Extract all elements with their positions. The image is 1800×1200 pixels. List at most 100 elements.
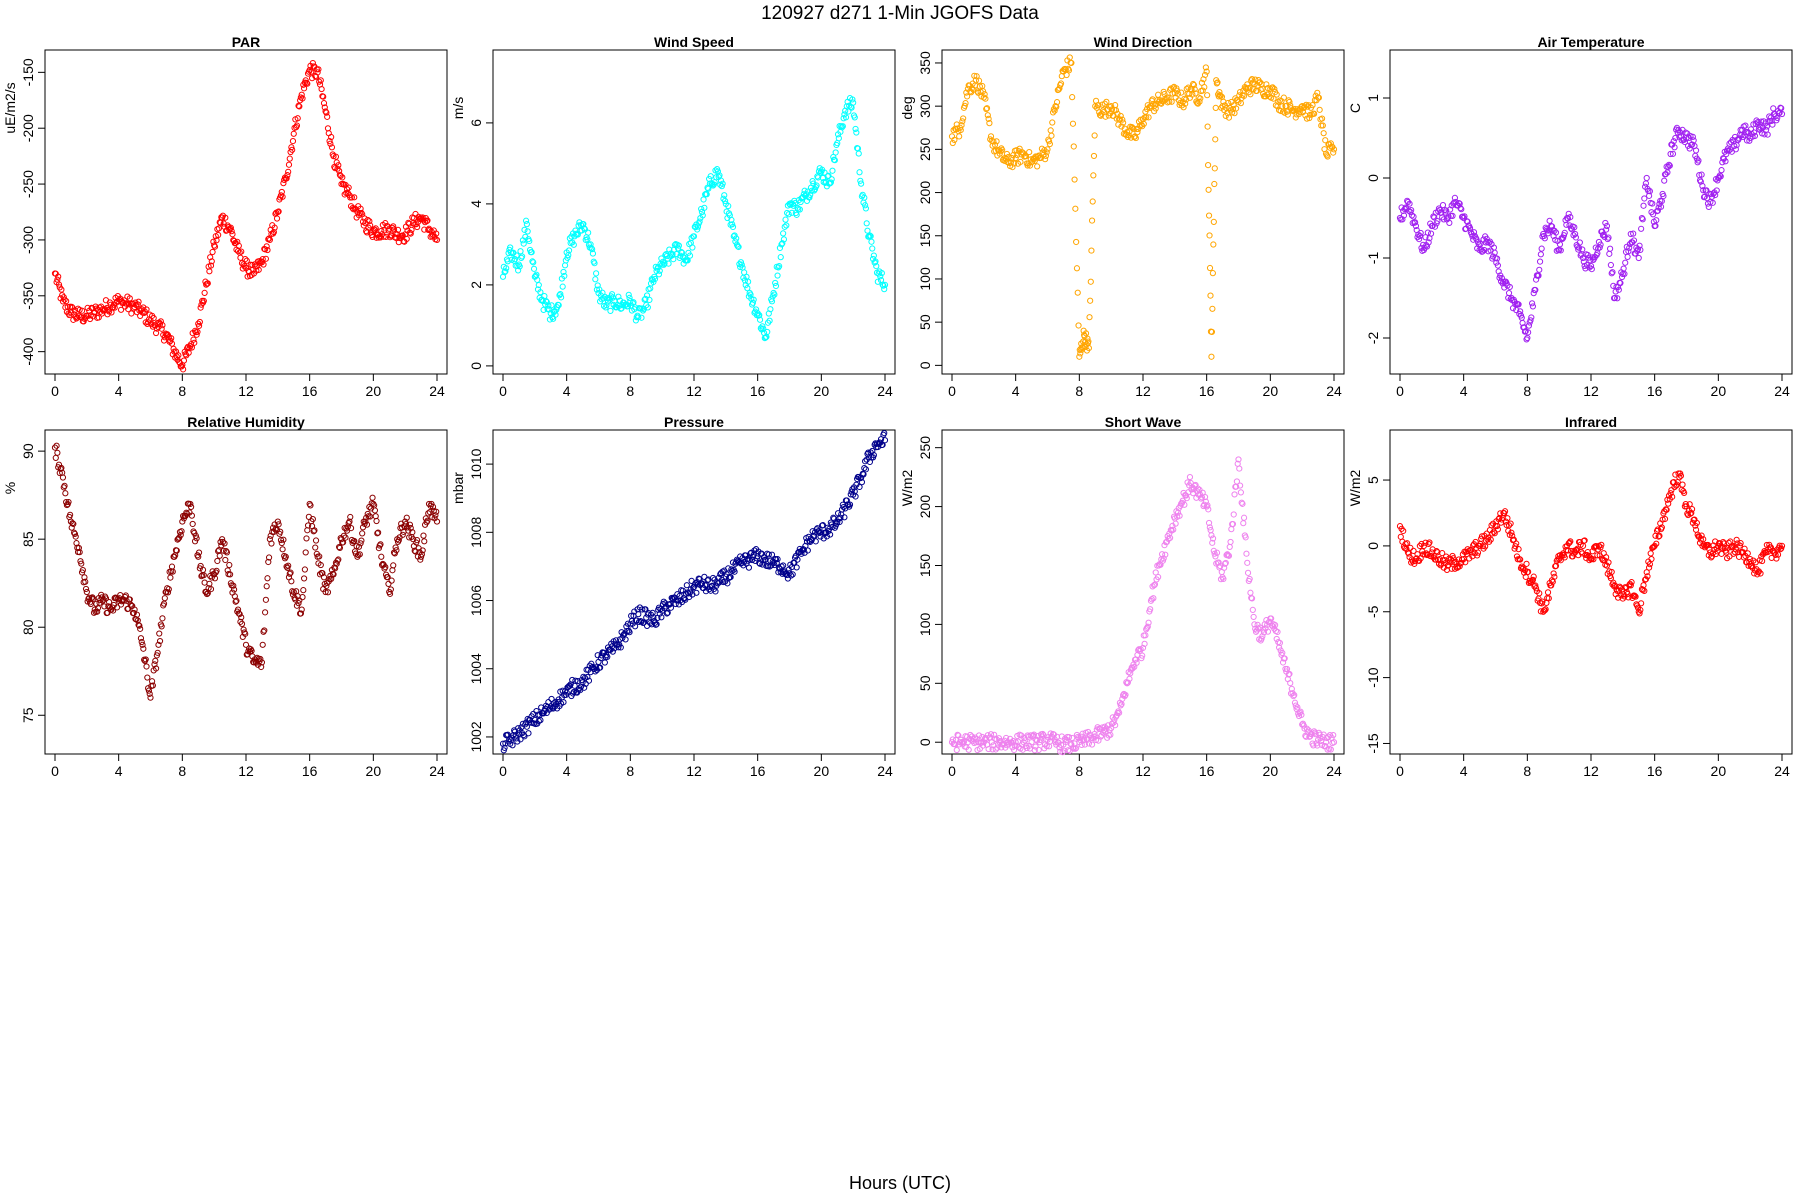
data-point xyxy=(336,543,343,551)
data-point xyxy=(815,168,823,175)
data-point xyxy=(1630,230,1637,237)
data-point xyxy=(1042,152,1050,159)
data-point xyxy=(601,659,608,666)
y-tick-label: 300 xyxy=(917,94,933,118)
data-point xyxy=(1003,150,1011,158)
data-point xyxy=(1212,136,1219,143)
data-point xyxy=(1551,227,1558,234)
data-point xyxy=(1742,122,1749,129)
data-point xyxy=(1222,112,1229,120)
data-point xyxy=(1151,102,1159,109)
data-point xyxy=(79,567,86,574)
data-point xyxy=(1186,473,1194,481)
y-tick-label: 0 xyxy=(917,738,933,746)
data-point xyxy=(59,474,67,481)
data-point xyxy=(1320,130,1327,137)
data-point xyxy=(296,103,303,110)
data-point xyxy=(1086,314,1093,321)
data-point xyxy=(95,314,102,321)
data-point xyxy=(1311,110,1318,117)
data-point xyxy=(1602,219,1609,227)
data-point xyxy=(1129,124,1136,132)
data-point xyxy=(1233,105,1240,112)
data-point xyxy=(432,512,439,519)
data-point xyxy=(189,520,196,528)
data-point xyxy=(1280,94,1287,101)
data-point xyxy=(1643,174,1650,182)
data-point xyxy=(1096,112,1104,119)
data-point xyxy=(1228,526,1235,533)
data-point xyxy=(1279,108,1287,115)
data-point xyxy=(328,144,336,151)
data-point xyxy=(391,550,398,557)
data-point xyxy=(1596,244,1603,251)
data-point xyxy=(324,113,331,120)
data-point xyxy=(277,192,285,199)
data-point xyxy=(845,108,852,115)
data-point xyxy=(1609,269,1616,276)
data-point xyxy=(793,211,800,218)
data-point xyxy=(1662,170,1669,178)
data-point xyxy=(312,544,319,551)
data-point xyxy=(206,580,213,587)
data-point xyxy=(585,229,592,236)
data-point xyxy=(183,509,190,516)
data-point xyxy=(187,500,194,508)
series-points xyxy=(1396,104,1786,343)
data-point xyxy=(279,546,286,553)
data-point xyxy=(797,198,804,206)
data-point xyxy=(1473,236,1480,243)
data-point xyxy=(82,585,90,593)
data-point xyxy=(852,125,859,133)
data-point xyxy=(858,180,865,187)
data-point xyxy=(392,544,399,551)
data-point xyxy=(146,690,153,697)
data-point xyxy=(419,547,426,554)
data-point xyxy=(69,520,76,527)
data-point xyxy=(1725,147,1732,154)
data-point xyxy=(297,610,305,617)
data-point xyxy=(1778,105,1785,112)
data-point xyxy=(200,297,207,305)
data-point xyxy=(696,218,703,225)
data-point xyxy=(1229,105,1237,113)
data-point xyxy=(195,549,203,556)
data-point xyxy=(164,589,172,596)
plot-frame xyxy=(1389,429,1793,755)
data-point xyxy=(418,551,425,558)
data-point xyxy=(1622,259,1629,266)
data-point xyxy=(1048,132,1055,139)
data-point xyxy=(71,529,78,536)
x-tick-label: 16 xyxy=(302,383,318,399)
data-point xyxy=(351,537,358,545)
data-point xyxy=(857,177,864,184)
data-point xyxy=(503,265,510,272)
data-point xyxy=(1611,294,1618,302)
data-point xyxy=(769,293,776,300)
data-point xyxy=(607,307,614,314)
data-point xyxy=(1132,134,1139,142)
data-point xyxy=(1152,105,1159,112)
data-point xyxy=(262,609,269,616)
data-point xyxy=(228,228,235,235)
data-point xyxy=(1494,262,1501,269)
data-point xyxy=(834,140,841,147)
data-point xyxy=(542,298,550,305)
data-point xyxy=(530,259,537,266)
data-point xyxy=(593,270,600,277)
data-point xyxy=(289,146,296,153)
data-point xyxy=(277,536,285,544)
data-point xyxy=(158,325,165,332)
data-point xyxy=(864,227,871,234)
data-point xyxy=(290,130,297,137)
data-point xyxy=(339,174,346,181)
data-point xyxy=(1072,205,1079,212)
data-point xyxy=(612,640,619,647)
data-point xyxy=(689,591,696,598)
data-point xyxy=(1597,241,1604,248)
data-point xyxy=(751,547,758,554)
data-point xyxy=(1206,264,1214,272)
data-point xyxy=(190,336,197,343)
